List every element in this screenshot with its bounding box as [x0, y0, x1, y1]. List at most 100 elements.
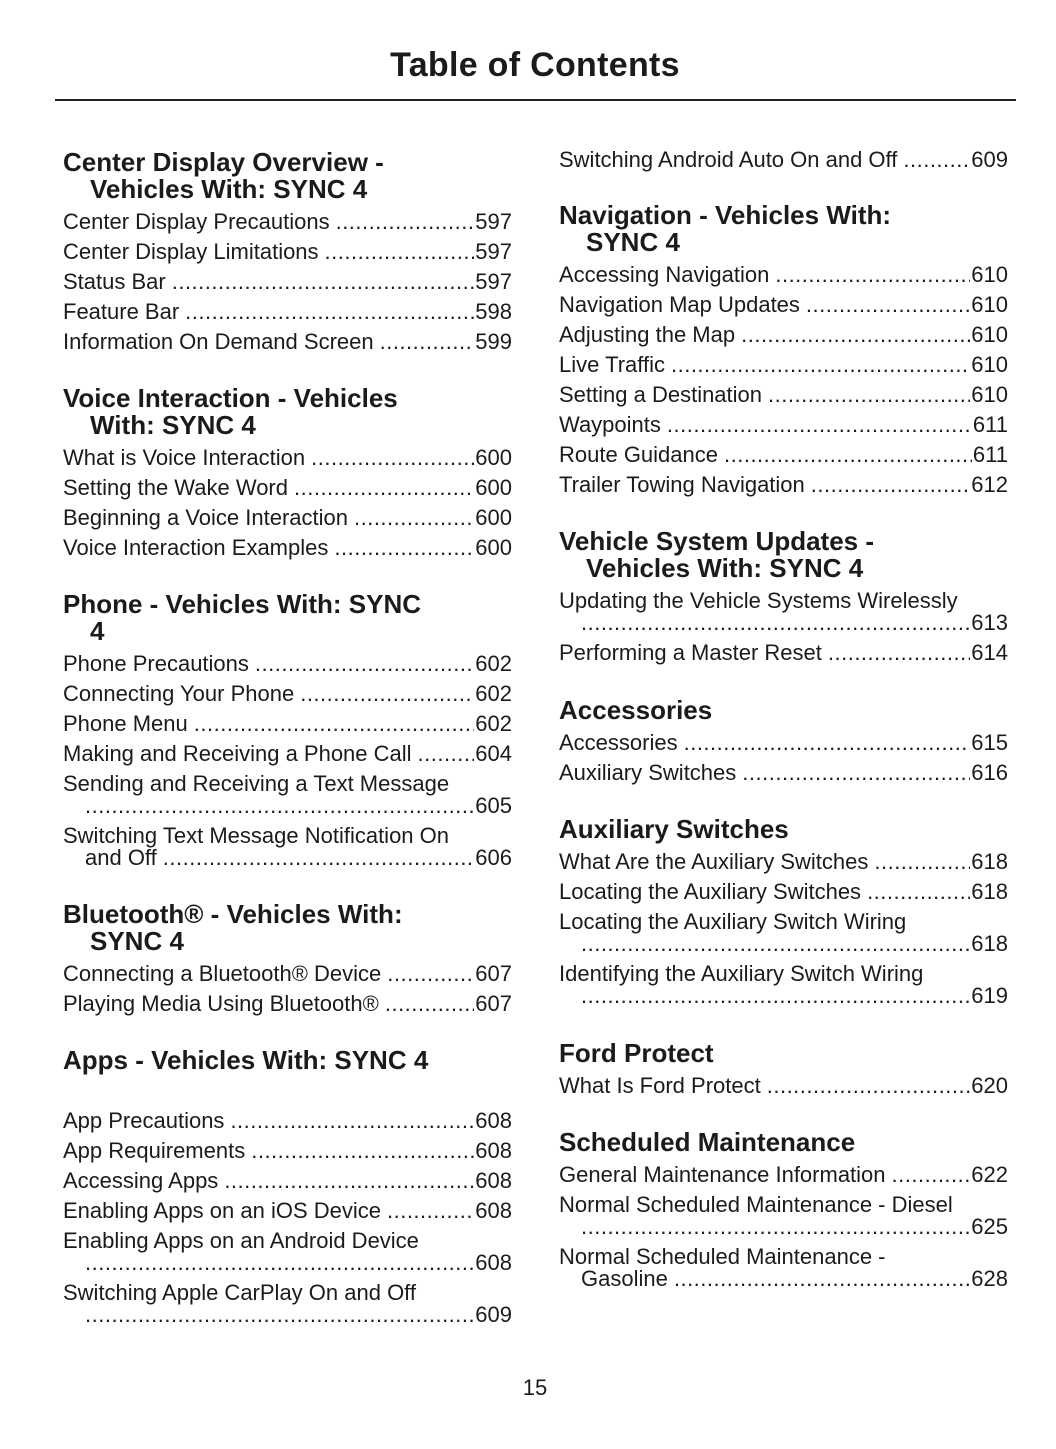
- entry-page-number[interactable]: 610: [971, 292, 1008, 317]
- entry-label[interactable]: Live Traffic: [559, 352, 665, 377]
- entry-page-number[interactable]: 600: [475, 535, 512, 560]
- entry-label[interactable]: Trailer Towing Navigation: [559, 472, 805, 497]
- entry-page-number[interactable]: 619: [971, 983, 1008, 1008]
- entry-page-number[interactable]: 615: [971, 730, 1008, 755]
- entry-page-number[interactable]: 597: [475, 269, 512, 294]
- toc-entry[interactable]: Sending and Receiving a Text Message605: [63, 769, 512, 821]
- entry-label[interactable]: Feature Bar: [63, 299, 180, 324]
- entry-label[interactable]: Waypoints: [559, 412, 661, 437]
- entry-label[interactable]: Setting a Destination: [559, 382, 763, 407]
- entry-label[interactable]: Center Display Precautions: [63, 209, 330, 234]
- entry-label[interactable]: Locating the Auxiliary Switches: [559, 879, 862, 904]
- toc-entry[interactable]: App Requirements 608: [63, 1136, 512, 1166]
- toc-entry[interactable]: Locating the Auxiliary Switches 618: [559, 877, 1008, 907]
- toc-entry[interactable]: General Maintenance Information 622: [559, 1160, 1008, 1190]
- toc-entry[interactable]: Route Guidance 611: [559, 440, 1008, 470]
- entry-page-number[interactable]: 610: [971, 322, 1008, 347]
- toc-entry[interactable]: Accessing Navigation 610: [559, 260, 1008, 290]
- toc-entry[interactable]: Center Display Precautions 597: [63, 207, 512, 237]
- toc-entry[interactable]: Normal Scheduled Maintenance -Gasoline62…: [559, 1242, 1008, 1294]
- entry-page-number[interactable]: 616: [971, 760, 1008, 785]
- toc-entry[interactable]: Phone Menu 602: [63, 709, 512, 739]
- entry-page-number[interactable]: 618: [971, 849, 1008, 874]
- entry-label[interactable]: Status Bar: [63, 269, 166, 294]
- toc-entry[interactable]: Switching Apple CarPlay On and Off609: [63, 1278, 512, 1330]
- entry-label[interactable]: App Precautions: [63, 1108, 225, 1133]
- toc-entry[interactable]: Status Bar 597: [63, 267, 512, 297]
- entry-page-number[interactable]: 608: [475, 1250, 512, 1275]
- entry-label[interactable]: What Is Ford Protect: [559, 1073, 761, 1098]
- entry-label[interactable]: Accessing Apps: [63, 1168, 219, 1193]
- entry-page-number[interactable]: 609: [971, 147, 1008, 172]
- entry-label-continued[interactable]: and Off: [85, 845, 157, 870]
- toc-entry[interactable]: Trailer Towing Navigation 612: [559, 470, 1008, 500]
- entry-label[interactable]: What is Voice Interaction: [63, 445, 306, 470]
- toc-entry[interactable]: Enabling Apps on an Android Device608: [63, 1226, 512, 1278]
- entry-label[interactable]: App Requirements: [63, 1138, 246, 1163]
- toc-entry[interactable]: Waypoints 611: [559, 410, 1008, 440]
- entry-label[interactable]: Voice Interaction Examples: [63, 535, 329, 560]
- entry-page-number[interactable]: 608: [475, 1138, 512, 1163]
- toc-entry[interactable]: Setting the Wake Word 600: [63, 473, 512, 503]
- entry-page-number[interactable]: 611: [972, 442, 1008, 467]
- entry-page-number[interactable]: 608: [475, 1168, 512, 1193]
- toc-entry[interactable]: Accessories 615: [559, 728, 1008, 758]
- entry-label-continued[interactable]: Gasoline: [581, 1266, 668, 1291]
- entry-page-number[interactable]: 607: [475, 991, 512, 1016]
- entry-page-number[interactable]: 600: [475, 505, 512, 530]
- toc-entry[interactable]: Auxiliary Switches 616: [559, 758, 1008, 788]
- entry-label[interactable]: Information On Demand Screen: [63, 329, 374, 354]
- toc-entry[interactable]: What Is Ford Protect 620: [559, 1071, 1008, 1101]
- entry-page-number[interactable]: 611: [972, 412, 1008, 437]
- toc-entry[interactable]: Performing a Master Reset 614: [559, 638, 1008, 668]
- entry-page-number[interactable]: 604: [475, 741, 512, 766]
- toc-entry[interactable]: Locating the Auxiliary Switch Wiring618: [559, 907, 1008, 959]
- entry-page-number[interactable]: 610: [971, 262, 1008, 287]
- toc-entry[interactable]: Enabling Apps on an iOS Device 608: [63, 1196, 512, 1226]
- toc-entry[interactable]: What Are the Auxiliary Switches 618: [559, 847, 1008, 877]
- entry-label[interactable]: Connecting Your Phone: [63, 681, 295, 706]
- entry-label[interactable]: Auxiliary Switches: [559, 760, 737, 785]
- entry-page-number[interactable]: 597: [475, 209, 512, 234]
- entry-page-number[interactable]: 606: [475, 845, 512, 870]
- toc-entry[interactable]: Information On Demand Screen 599: [63, 327, 512, 357]
- toc-entry[interactable]: Identifying the Auxiliary Switch Wiring6…: [559, 959, 1008, 1011]
- entry-label[interactable]: Beginning a Voice Interaction: [63, 505, 348, 530]
- entry-page-number[interactable]: 612: [971, 472, 1008, 497]
- toc-entry[interactable]: Adjusting the Map 610: [559, 320, 1008, 350]
- entry-label[interactable]: Performing a Master Reset: [559, 640, 822, 665]
- entry-page-number[interactable]: 607: [475, 961, 512, 986]
- entry-page-number[interactable]: 620: [971, 1073, 1008, 1098]
- toc-entry[interactable]: Beginning a Voice Interaction 600: [63, 503, 512, 533]
- entry-page-number[interactable]: 618: [971, 879, 1008, 904]
- entry-page-number[interactable]: 614: [971, 640, 1008, 665]
- toc-entry[interactable]: Updating the Vehicle Systems Wirelessly6…: [559, 586, 1008, 638]
- entry-label[interactable]: Phone Precautions: [63, 651, 249, 676]
- entry-page-number[interactable]: 628: [971, 1266, 1008, 1291]
- toc-entry[interactable]: Connecting Your Phone 602: [63, 679, 512, 709]
- toc-entry[interactable]: Feature Bar 598: [63, 297, 512, 327]
- entry-label[interactable]: Adjusting the Map: [559, 322, 736, 347]
- entry-page-number[interactable]: 622: [971, 1162, 1008, 1187]
- entry-page-number[interactable]: 600: [475, 445, 512, 470]
- toc-entry[interactable]: What is Voice Interaction 600: [63, 443, 512, 473]
- entry-page-number[interactable]: 602: [475, 681, 512, 706]
- entry-page-number[interactable]: 605: [475, 793, 512, 818]
- entry-page-number[interactable]: 602: [475, 711, 512, 736]
- entry-page-number[interactable]: 610: [971, 382, 1008, 407]
- entry-label[interactable]: Phone Menu: [63, 711, 188, 736]
- entry-label[interactable]: Accessing Navigation: [559, 262, 770, 287]
- entry-label[interactable]: Connecting a Bluetooth® Device: [63, 961, 382, 986]
- entry-label[interactable]: Navigation Map Updates: [559, 292, 800, 317]
- entry-page-number[interactable]: 610: [971, 352, 1008, 377]
- entry-label[interactable]: What Are the Auxiliary Switches: [559, 849, 869, 874]
- entry-label[interactable]: Switching Android Auto On and Off: [559, 147, 898, 172]
- toc-entry[interactable]: Playing Media Using Bluetooth® 607: [63, 989, 512, 1019]
- entry-page-number[interactable]: 599: [475, 329, 512, 354]
- entry-label[interactable]: Route Guidance: [559, 442, 718, 467]
- toc-entry[interactable]: Phone Precautions 602: [63, 649, 512, 679]
- entry-label[interactable]: Setting the Wake Word: [63, 475, 288, 500]
- entry-label[interactable]: Enabling Apps on an iOS Device: [63, 1198, 381, 1223]
- entry-label[interactable]: Center Display Limitations: [63, 239, 319, 264]
- toc-entry[interactable]: Navigation Map Updates 610: [559, 290, 1008, 320]
